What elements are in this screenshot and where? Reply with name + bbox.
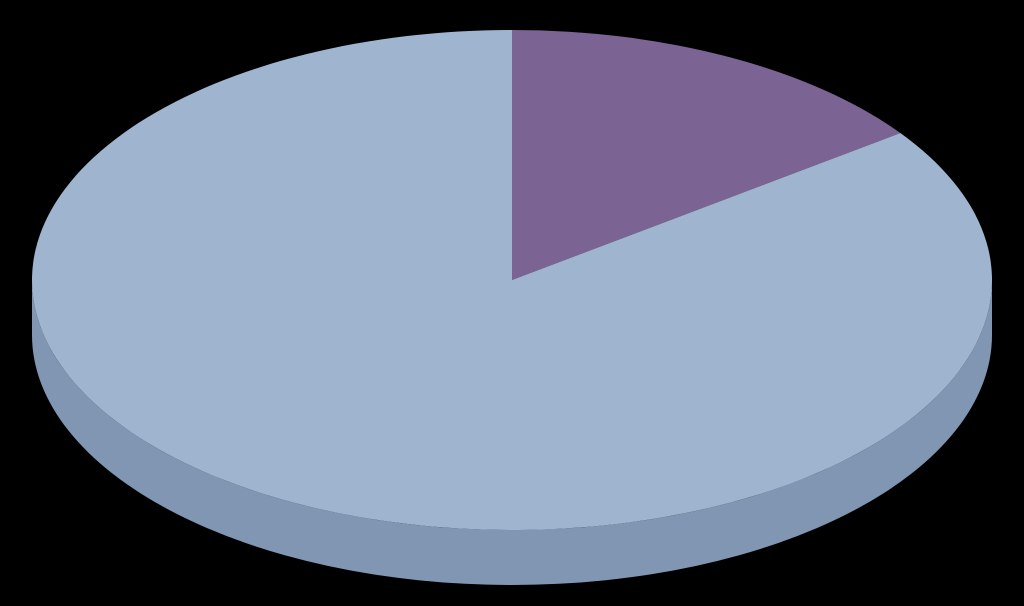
pie-chart-3d [0, 0, 1024, 606]
pie-chart-svg [0, 0, 1024, 606]
